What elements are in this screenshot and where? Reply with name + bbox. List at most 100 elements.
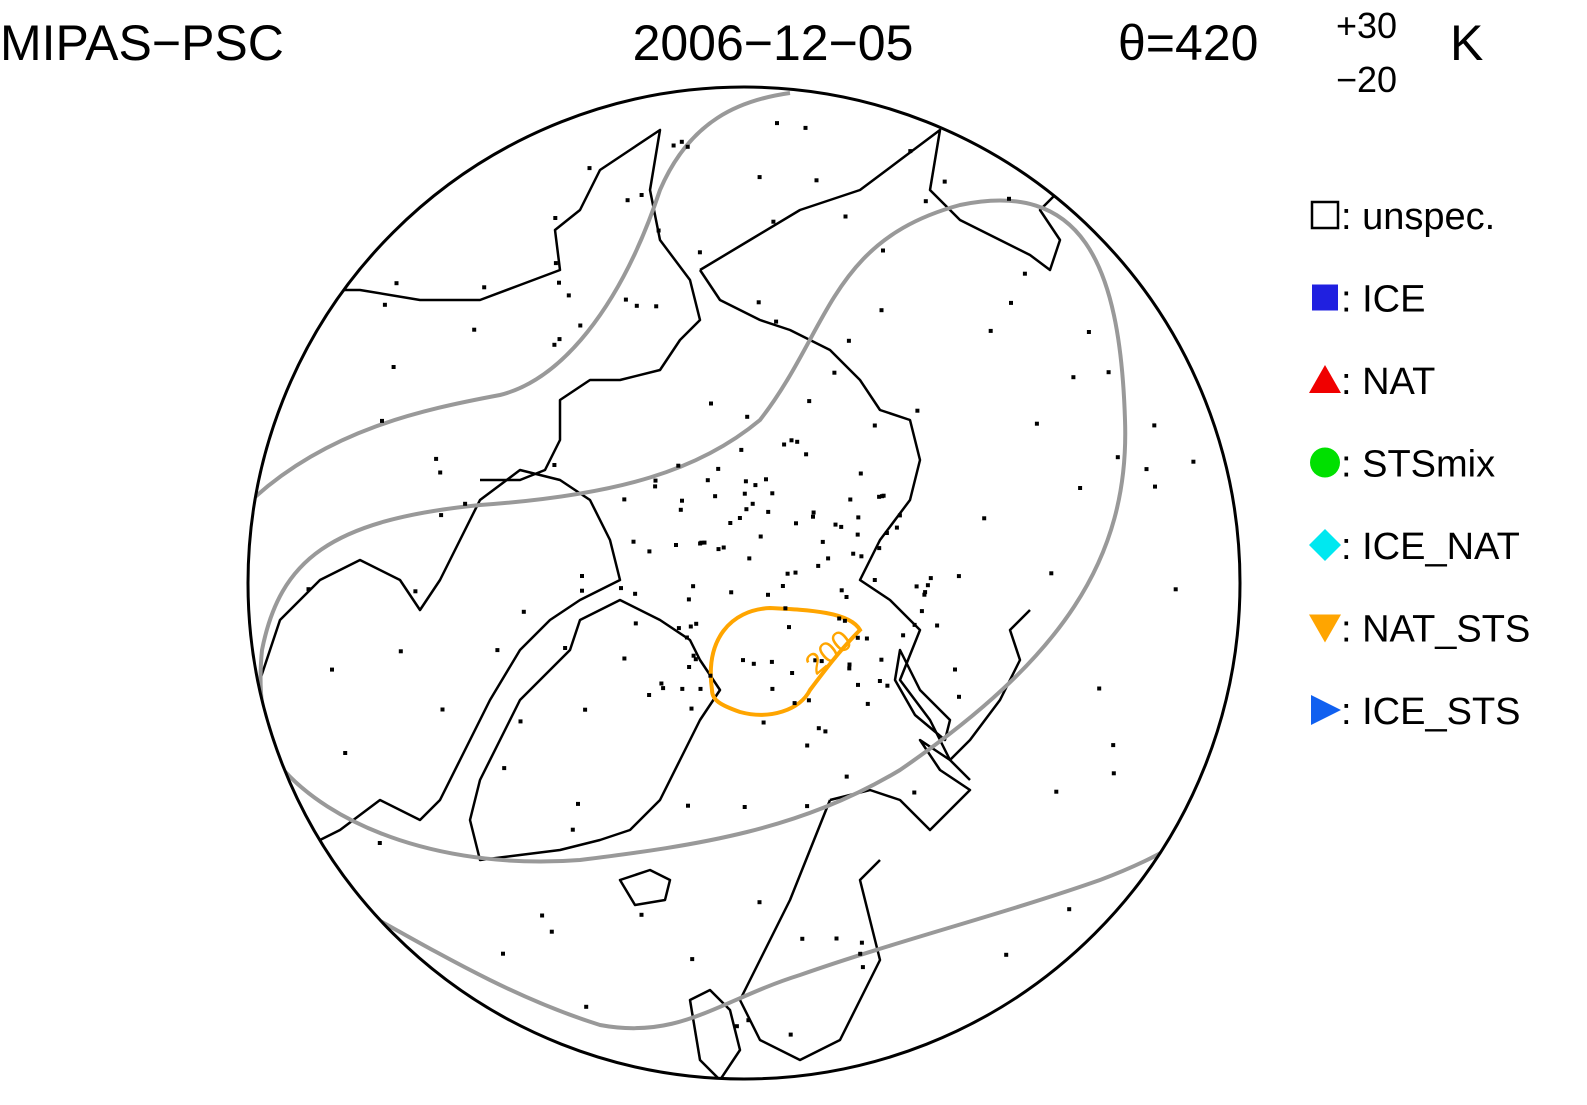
measurement-point [1144,467,1149,472]
measurement-point [1086,330,1091,334]
measurement-point [957,694,961,699]
measurement-point [671,143,676,148]
measurement-point [716,547,721,552]
measurement-point [877,546,882,551]
measurement-point [747,556,752,561]
measurement-point [656,228,661,233]
measurement-point [851,551,856,556]
measurement-point [1067,907,1072,912]
measurement-point [557,280,561,285]
measurement-point [680,498,684,503]
measurement-point [915,408,920,413]
measurement-point [806,698,811,703]
measurement-point [583,707,588,712]
measurement-point [877,679,882,683]
measurement-point [846,338,851,343]
legend-label: : NAT_STS [1341,609,1530,651]
measurement-point [879,308,884,313]
coastline-canada [258,468,622,852]
measurement-point [680,686,685,691]
measurement-point [552,463,557,467]
measurement-point [495,648,500,653]
measurement-point [1191,459,1196,464]
measurement-point [439,513,444,518]
measurement-point [745,414,750,419]
measurement-point [557,337,562,342]
measurement-point [708,673,713,678]
measurement-point [769,659,774,664]
measurement-point [775,121,779,126]
vortex-contour [253,91,791,499]
vortex-contour [374,769,1240,1031]
measurement-point [501,951,505,956]
measurement-point [803,125,808,130]
map-content: 200 [250,91,1240,1079]
measurement-point [914,584,919,589]
measurement-point [398,649,403,654]
measurement-point [659,681,664,686]
coastline-alaska [250,128,702,482]
map-border [246,85,1242,1081]
measurement-point [928,576,933,581]
legend-symbol [1312,284,1338,311]
measurement-point [661,686,666,691]
measurement-point [800,936,805,941]
measurement-point [553,261,558,266]
measurement-point [837,616,842,621]
measurement-point [742,805,747,809]
measurement-point [647,693,652,697]
measurement-point [553,216,558,220]
measurement-point [844,595,849,599]
measurement-point [705,478,710,483]
legend-label: : STSmix [1341,444,1495,486]
measurement-point [549,929,554,934]
measurement-point [935,623,940,628]
measurement-point [688,624,693,629]
measurement-point [619,586,623,591]
measurement-point [858,471,863,476]
measurement-point [699,540,704,545]
title-theta: θ=420 [1118,15,1258,71]
measurement-point [622,656,627,661]
measurement-point [622,497,627,502]
measurement-point [576,801,580,806]
measurement-point [631,539,636,544]
measurement-point [843,214,848,219]
polar-contour [708,605,863,717]
measurement-point [716,466,721,471]
measurement-point [855,635,860,640]
measurement-point [623,297,628,302]
measurement-point [1007,196,1011,201]
measurement-point [816,726,821,731]
measurement-point [739,447,744,452]
measurement-point [897,513,902,518]
measurement-point [807,399,812,404]
measurement-point [482,285,487,290]
measurement-point [729,590,734,595]
legend-symbol [1309,529,1341,561]
measurement-point [687,665,692,669]
legend-label: : ICE_STS [1341,691,1521,733]
measurement-point [923,590,928,595]
measurement-point [771,219,776,224]
measurement-point [380,418,384,423]
measurement-point [805,804,810,809]
measurement-point [434,456,439,461]
measurement-point [956,574,961,579]
measurement-point [377,841,382,845]
measurement-point [691,653,696,658]
measurement-point [833,522,838,527]
measurement-point [472,327,477,332]
measurement-point [894,525,899,530]
measurement-point [785,571,790,576]
legend-symbol [1309,365,1341,393]
measurement-point [744,507,749,512]
measurement-point [676,626,681,631]
measurement-point [728,521,733,525]
measurement-point [552,342,557,347]
measurement-point [330,667,334,672]
measurement-point [654,304,659,309]
measurement-point [1106,370,1111,375]
measurement-point [925,583,930,588]
